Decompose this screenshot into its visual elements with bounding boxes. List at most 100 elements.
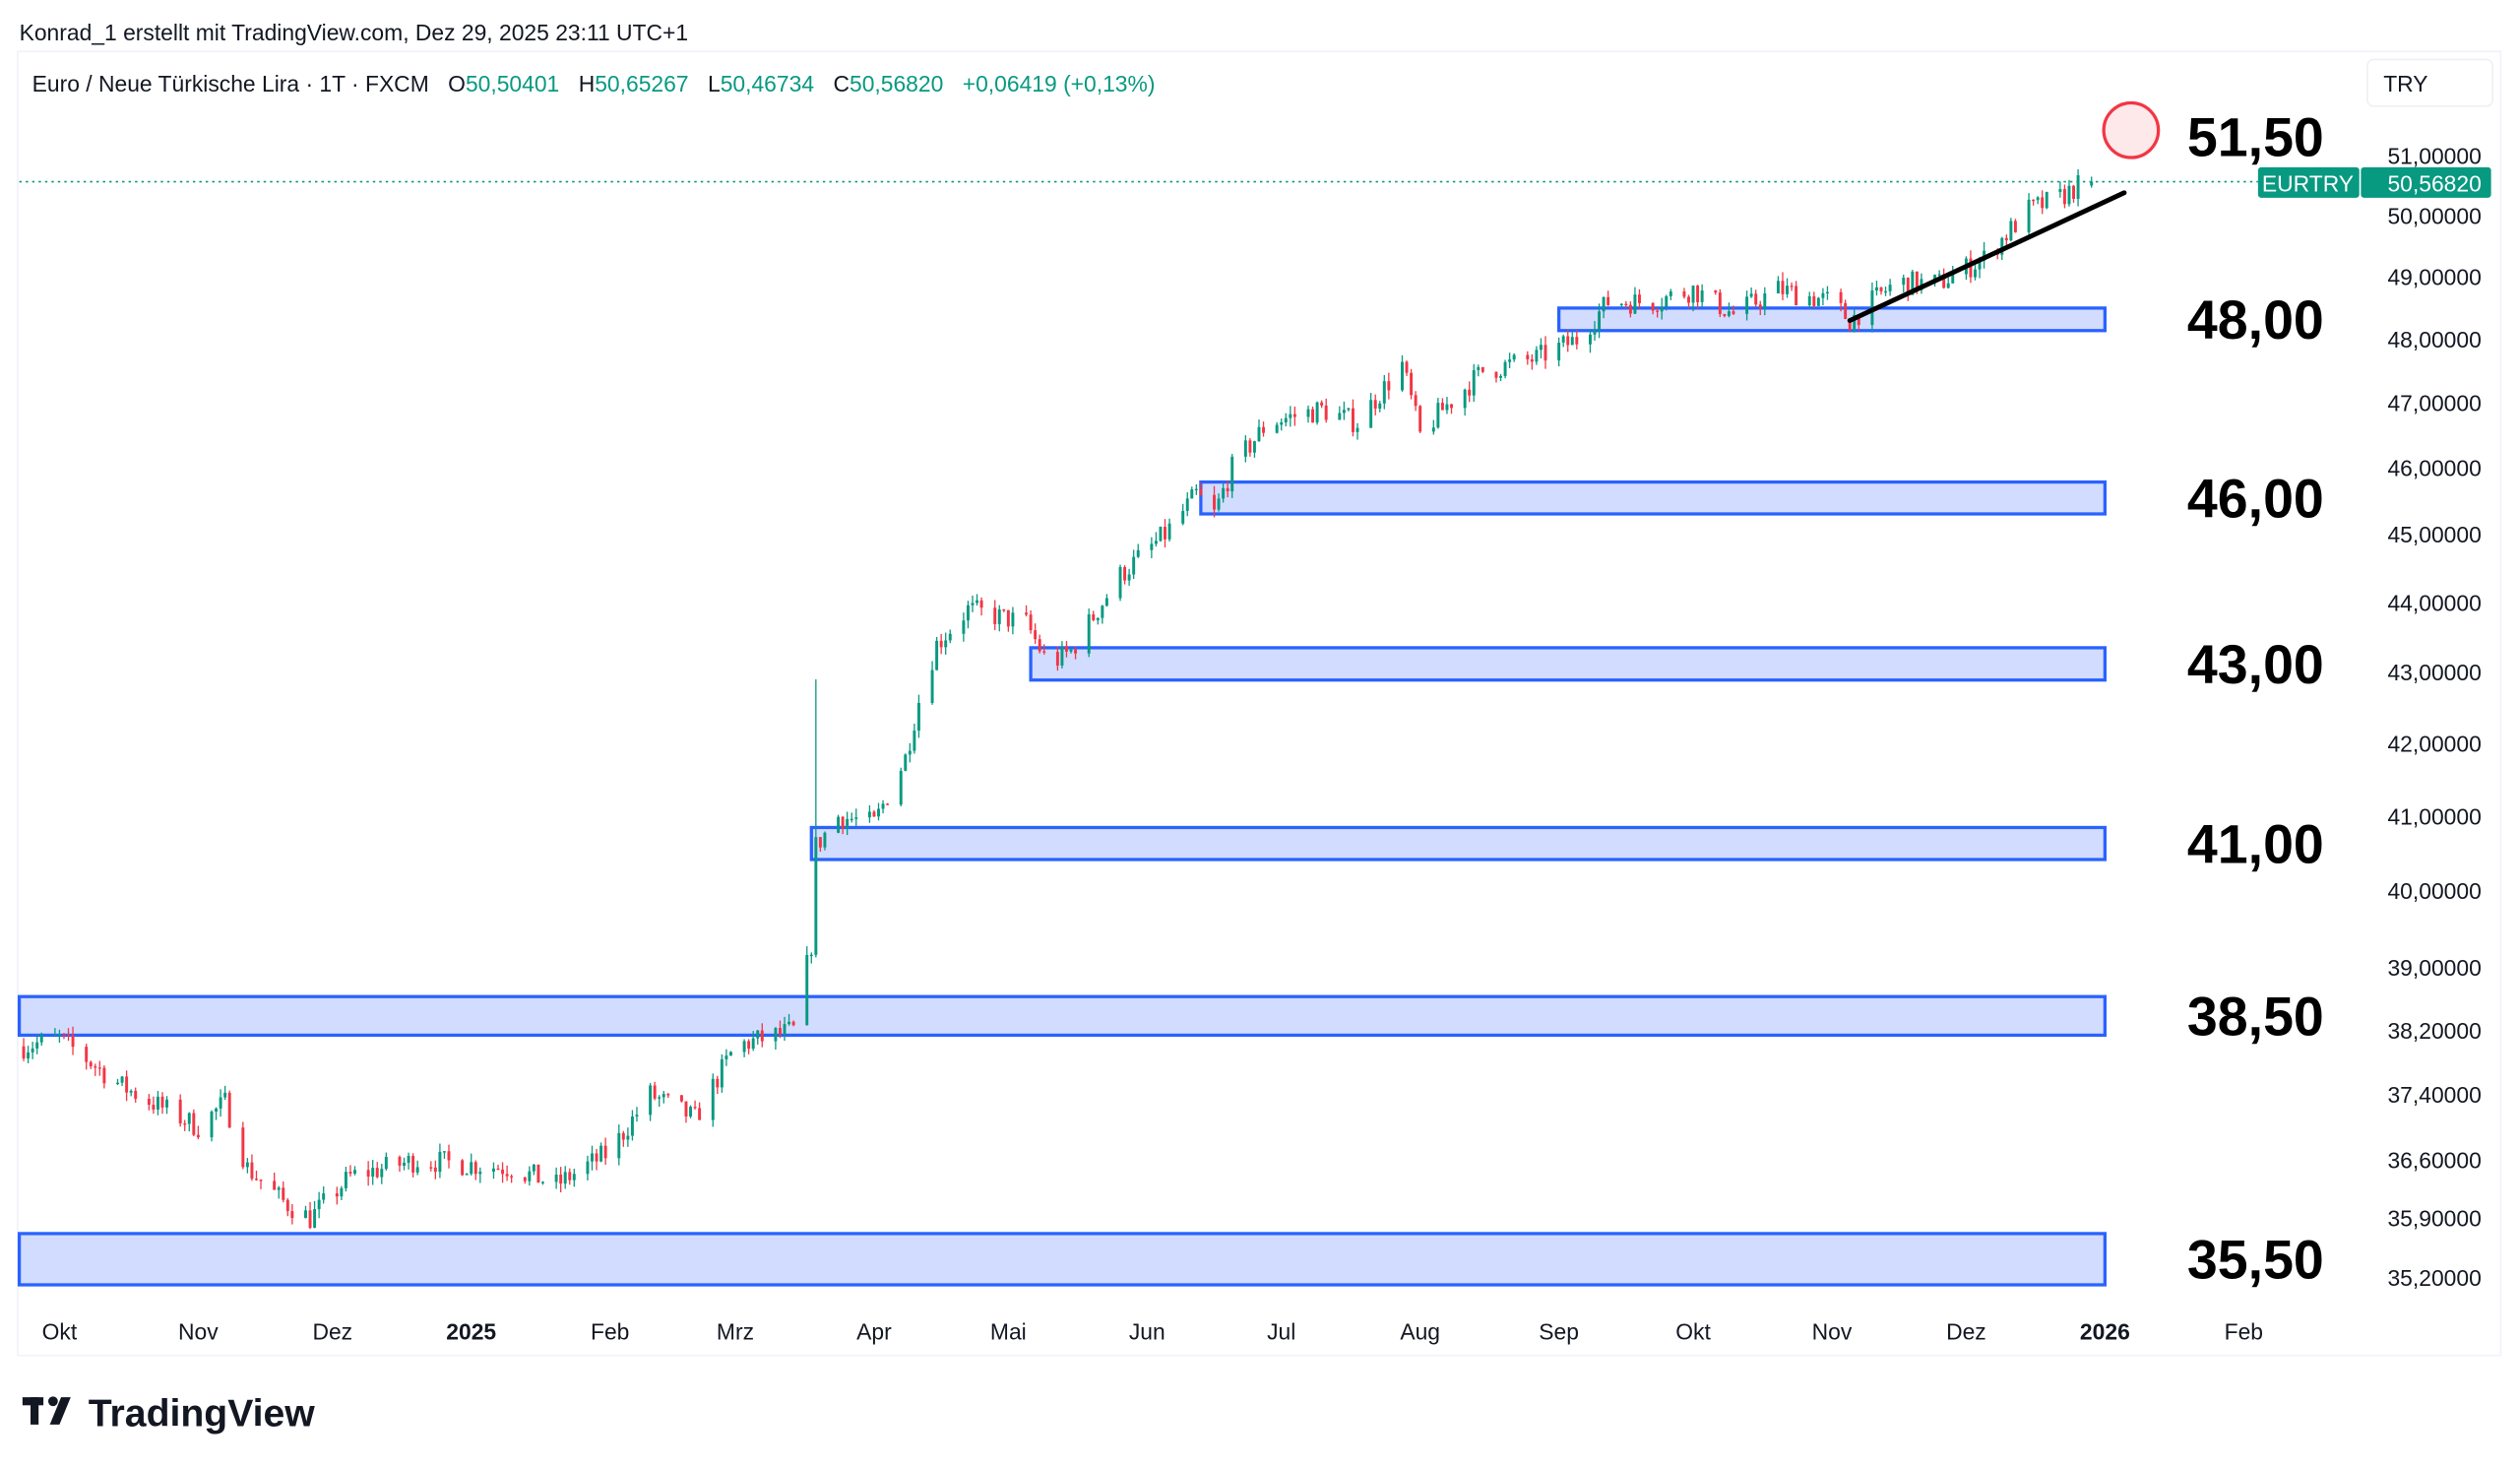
candle-body bbox=[1745, 296, 1749, 314]
candle-body bbox=[1401, 361, 1404, 391]
candle-body bbox=[1754, 293, 1758, 305]
time-scale[interactable]: Okt Nov Dez 2025 Feb Mrz Apr Mai Jun Jul Aug Sep Okt… bbox=[42, 1318, 2263, 1344]
candle-body bbox=[935, 640, 939, 670]
tradingview-logo[interactable]: TradingView bbox=[22, 1393, 315, 1436]
candle-body bbox=[635, 1115, 639, 1117]
price-tick-label: 45,00000 bbox=[2387, 522, 2481, 547]
candle-body bbox=[245, 1162, 249, 1168]
candle-body bbox=[679, 1095, 683, 1102]
candle-body bbox=[1222, 487, 1226, 499]
candle-body bbox=[572, 1174, 576, 1181]
price-tick-label: 49,00000 bbox=[2387, 265, 2481, 290]
candle-body bbox=[536, 1164, 540, 1183]
price-tag-symbol: EURTRY bbox=[2262, 170, 2354, 196]
price-scale[interactable]: 51,00000 50,00000 49,00000 48,00000 47,00000… bbox=[2387, 144, 2481, 1292]
candle-body bbox=[496, 1168, 500, 1171]
candle-body bbox=[2013, 221, 2017, 232]
candle-body bbox=[1619, 303, 1623, 306]
time-tick-label: Mai bbox=[990, 1318, 1027, 1344]
candle-body bbox=[846, 818, 850, 829]
chart-frame bbox=[17, 50, 2502, 1357]
candle-body bbox=[837, 816, 841, 833]
candle-body bbox=[523, 1177, 527, 1181]
candle-body bbox=[102, 1067, 106, 1084]
symbol-name[interactable]: Euro / Neue Türkische Lira · 1T · FXCM bbox=[32, 71, 429, 96]
candle-body bbox=[1315, 402, 1319, 423]
candle-body bbox=[1055, 652, 1059, 667]
candle-body bbox=[116, 1082, 119, 1085]
candle-body bbox=[282, 1187, 285, 1200]
candle-body bbox=[788, 1021, 791, 1025]
candle-body bbox=[809, 954, 813, 957]
candle-body bbox=[621, 1132, 625, 1140]
candle-body bbox=[603, 1145, 607, 1159]
candle-body bbox=[1902, 278, 1906, 286]
candle-body bbox=[403, 1162, 406, 1166]
candle-body bbox=[854, 817, 858, 819]
candle-body bbox=[473, 1162, 477, 1175]
drawings: 51,50 bbox=[19, 100, 2324, 324]
candle-body bbox=[1575, 337, 1579, 345]
candle-body bbox=[1691, 286, 1695, 303]
candle-body bbox=[1252, 441, 1256, 453]
candle-body bbox=[1074, 649, 1078, 654]
candle-body bbox=[724, 1055, 728, 1059]
candle-body bbox=[1355, 427, 1359, 432]
price-tick-label: 40,00000 bbox=[2387, 878, 2481, 904]
candle-body bbox=[1570, 337, 1574, 346]
candle-body bbox=[1101, 606, 1104, 618]
price-tick-label: 48,00000 bbox=[2387, 327, 2481, 352]
high-value: 50,65267 bbox=[595, 71, 688, 96]
candle-body bbox=[366, 1170, 370, 1178]
candle-body bbox=[129, 1090, 133, 1093]
currency-button[interactable]: TRY bbox=[2366, 58, 2494, 107]
candle-body bbox=[716, 1078, 720, 1088]
candle-body bbox=[1468, 389, 1472, 396]
candle-body bbox=[1874, 287, 1878, 291]
candle-body bbox=[183, 1123, 187, 1125]
candle-body bbox=[2045, 192, 2048, 209]
candle-body bbox=[586, 1161, 590, 1175]
candle-body bbox=[1714, 290, 1718, 293]
candle-body bbox=[930, 670, 934, 703]
price-tick-label: 37,40000 bbox=[2387, 1082, 2481, 1108]
candle-body bbox=[62, 1034, 66, 1036]
candle-body bbox=[340, 1187, 344, 1197]
candle-body bbox=[2076, 174, 2080, 199]
symbol-legend: Euro / Neue Türkische Lira · 1T · FXCM O… bbox=[32, 71, 1156, 96]
candle-body bbox=[2027, 199, 2031, 232]
candle-body bbox=[1598, 311, 1602, 330]
candle-body bbox=[470, 1162, 473, 1175]
price-tick-label: 44,00000 bbox=[2387, 590, 2481, 615]
price-tick-label: 41,00000 bbox=[2387, 803, 2481, 829]
candle-body bbox=[1588, 334, 1592, 345]
candle-body bbox=[1682, 291, 1686, 297]
candle-body bbox=[778, 1028, 782, 1035]
candle-body bbox=[1382, 381, 1386, 404]
candle-body bbox=[1025, 612, 1029, 615]
candle-body bbox=[662, 1094, 665, 1098]
candle-body bbox=[344, 1172, 347, 1188]
time-tick-label: 2025 bbox=[446, 1318, 496, 1344]
candle-body bbox=[1633, 294, 1637, 314]
candle-body bbox=[1440, 403, 1444, 411]
candle-body bbox=[411, 1156, 415, 1173]
candle-body bbox=[1243, 440, 1247, 457]
price-tick-label: 46,00000 bbox=[2387, 456, 2481, 481]
candle-body bbox=[94, 1066, 97, 1068]
candle-body bbox=[649, 1085, 653, 1116]
candle-body bbox=[532, 1164, 536, 1172]
candle-body bbox=[1338, 413, 1342, 420]
candle-body bbox=[1230, 456, 1234, 492]
candle-body bbox=[1535, 350, 1539, 362]
candle-body bbox=[1969, 258, 1973, 278]
candle-body bbox=[720, 1058, 724, 1088]
candle-body bbox=[1029, 614, 1033, 631]
candle-body bbox=[407, 1156, 410, 1163]
candle-body bbox=[1352, 408, 1354, 432]
candle-body bbox=[1660, 306, 1664, 312]
candle-body bbox=[1566, 336, 1570, 346]
candle-body bbox=[1503, 361, 1507, 376]
price-tick-label: 43,00000 bbox=[2387, 660, 2481, 685]
